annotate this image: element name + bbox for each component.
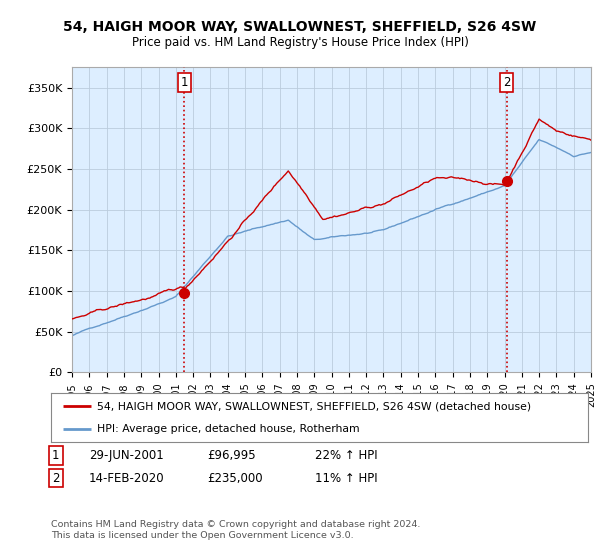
Text: 22% ↑ HPI: 22% ↑ HPI: [315, 449, 377, 462]
Text: 2: 2: [503, 76, 511, 89]
Text: 1: 1: [52, 449, 59, 462]
Text: 1: 1: [181, 76, 188, 89]
Text: 29-JUN-2001: 29-JUN-2001: [89, 449, 164, 462]
Text: 11% ↑ HPI: 11% ↑ HPI: [315, 472, 377, 484]
Text: £96,995: £96,995: [207, 449, 256, 462]
Text: 54, HAIGH MOOR WAY, SWALLOWNEST, SHEFFIELD, S26 4SW: 54, HAIGH MOOR WAY, SWALLOWNEST, SHEFFIE…: [64, 20, 536, 34]
Text: HPI: Average price, detached house, Rotherham: HPI: Average price, detached house, Roth…: [97, 424, 359, 434]
Text: £235,000: £235,000: [207, 472, 263, 484]
Text: Price paid vs. HM Land Registry's House Price Index (HPI): Price paid vs. HM Land Registry's House …: [131, 36, 469, 49]
Text: 14-FEB-2020: 14-FEB-2020: [89, 472, 164, 484]
Text: Contains HM Land Registry data © Crown copyright and database right 2024.
This d: Contains HM Land Registry data © Crown c…: [51, 520, 421, 540]
Text: 54, HAIGH MOOR WAY, SWALLOWNEST, SHEFFIELD, S26 4SW (detached house): 54, HAIGH MOOR WAY, SWALLOWNEST, SHEFFIE…: [97, 402, 531, 412]
Text: 2: 2: [52, 472, 59, 484]
